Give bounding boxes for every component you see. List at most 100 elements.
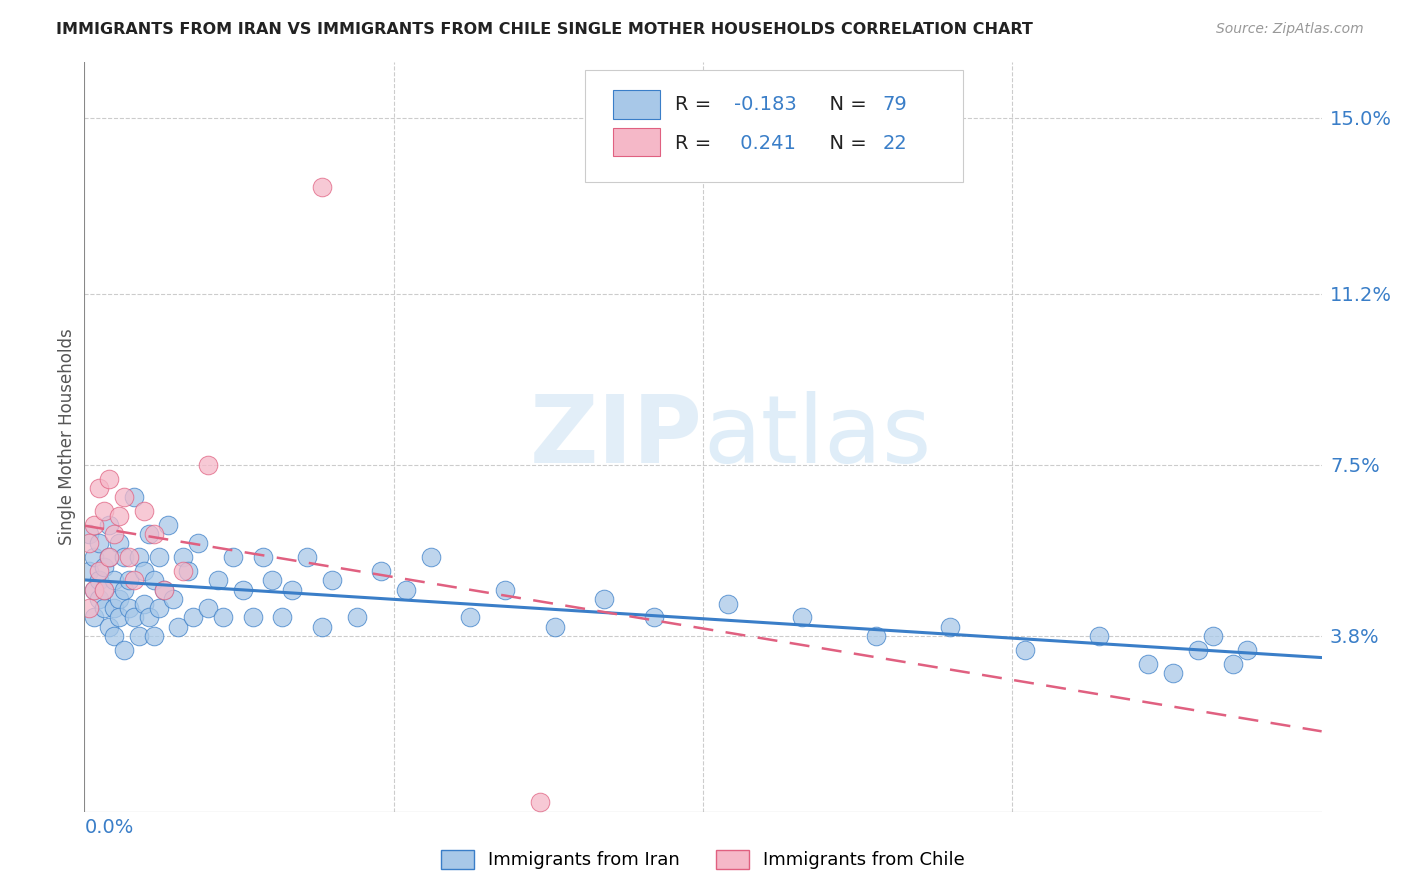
- Point: [108, 610, 131, 624]
- Point: [232, 582, 254, 597]
- Point: [181, 610, 204, 624]
- Text: IMMIGRANTS FROM IRAN VS IMMIGRANTS FROM CHILE SINGLE MOTHER HOUSEHOLDS CORRELATI: IMMIGRANTS FROM IRAN VS IMMIGRANTS FROM …: [56, 22, 1033, 37]
- Point: [142, 574, 165, 588]
- Point: [108, 508, 131, 523]
- Point: [252, 550, 274, 565]
- Point: [172, 564, 194, 578]
- Point: [281, 582, 304, 597]
- Point: [212, 610, 235, 624]
- Point: [93, 582, 115, 597]
- Point: [93, 559, 115, 574]
- Point: [321, 574, 343, 588]
- Point: [89, 591, 111, 606]
- Point: [98, 620, 121, 634]
- Point: [98, 518, 121, 533]
- Point: [939, 620, 962, 634]
- Bar: [613, 128, 659, 156]
- Point: [93, 504, 115, 518]
- Point: [138, 527, 160, 541]
- Text: N =: N =: [817, 134, 873, 153]
- Text: R =: R =: [675, 95, 717, 114]
- Point: [89, 574, 111, 588]
- Point: [152, 582, 174, 597]
- Point: [1161, 665, 1184, 680]
- Point: [128, 550, 150, 565]
- Point: [593, 591, 616, 606]
- Y-axis label: Single Mother Households: Single Mother Households: [58, 329, 76, 545]
- Point: [177, 564, 200, 578]
- Point: [207, 574, 229, 588]
- Point: [271, 610, 294, 624]
- Point: [262, 574, 284, 588]
- Point: [1202, 629, 1225, 643]
- Point: [79, 527, 101, 541]
- Point: [543, 620, 565, 634]
- Point: [529, 796, 551, 810]
- Point: [108, 536, 131, 550]
- Point: [1222, 657, 1244, 671]
- Point: [83, 610, 105, 624]
- Text: N =: N =: [817, 95, 873, 114]
- Point: [311, 620, 333, 634]
- Text: 0.0%: 0.0%: [84, 818, 134, 837]
- Point: [118, 601, 141, 615]
- Point: [460, 610, 482, 624]
- Point: [865, 629, 887, 643]
- Point: [118, 574, 141, 588]
- Point: [311, 180, 333, 194]
- Point: [346, 610, 368, 624]
- Text: 22: 22: [883, 134, 907, 153]
- Text: Source: ZipAtlas.com: Source: ZipAtlas.com: [1216, 22, 1364, 37]
- FancyBboxPatch shape: [585, 70, 963, 182]
- Point: [122, 574, 145, 588]
- Point: [112, 643, 135, 657]
- Point: [222, 550, 245, 565]
- Text: R =: R =: [675, 134, 717, 153]
- Point: [187, 536, 209, 550]
- Point: [242, 610, 264, 624]
- Point: [89, 564, 111, 578]
- Point: [172, 550, 194, 565]
- Point: [1236, 643, 1258, 657]
- Point: [494, 582, 516, 597]
- Point: [103, 629, 125, 643]
- Point: [79, 536, 101, 550]
- Point: [103, 574, 125, 588]
- Point: [128, 629, 150, 643]
- Point: [419, 550, 441, 565]
- Point: [197, 601, 219, 615]
- Point: [118, 550, 141, 565]
- Point: [1137, 657, 1160, 671]
- Point: [142, 629, 165, 643]
- Point: [89, 481, 111, 495]
- Text: atlas: atlas: [703, 391, 931, 483]
- Bar: [613, 90, 659, 119]
- Text: 79: 79: [883, 95, 907, 114]
- Point: [148, 550, 170, 565]
- Text: -0.183: -0.183: [734, 95, 797, 114]
- Point: [79, 601, 101, 615]
- Point: [132, 597, 155, 611]
- Point: [98, 550, 121, 565]
- Point: [112, 550, 135, 565]
- Point: [790, 610, 813, 624]
- Point: [108, 591, 131, 606]
- Point: [122, 490, 145, 504]
- Point: [1014, 643, 1036, 657]
- Point: [395, 582, 418, 597]
- Legend: Immigrants from Iran, Immigrants from Chile: Immigrants from Iran, Immigrants from Ch…: [432, 841, 974, 879]
- Point: [162, 591, 184, 606]
- Point: [717, 597, 740, 611]
- Point: [197, 458, 219, 472]
- Point: [83, 518, 105, 533]
- Point: [103, 527, 125, 541]
- Point: [83, 582, 105, 597]
- Point: [152, 582, 174, 597]
- Point: [167, 620, 190, 634]
- Point: [83, 582, 105, 597]
- Point: [112, 582, 135, 597]
- Point: [643, 610, 665, 624]
- Point: [93, 601, 115, 615]
- Point: [142, 527, 165, 541]
- Point: [93, 582, 115, 597]
